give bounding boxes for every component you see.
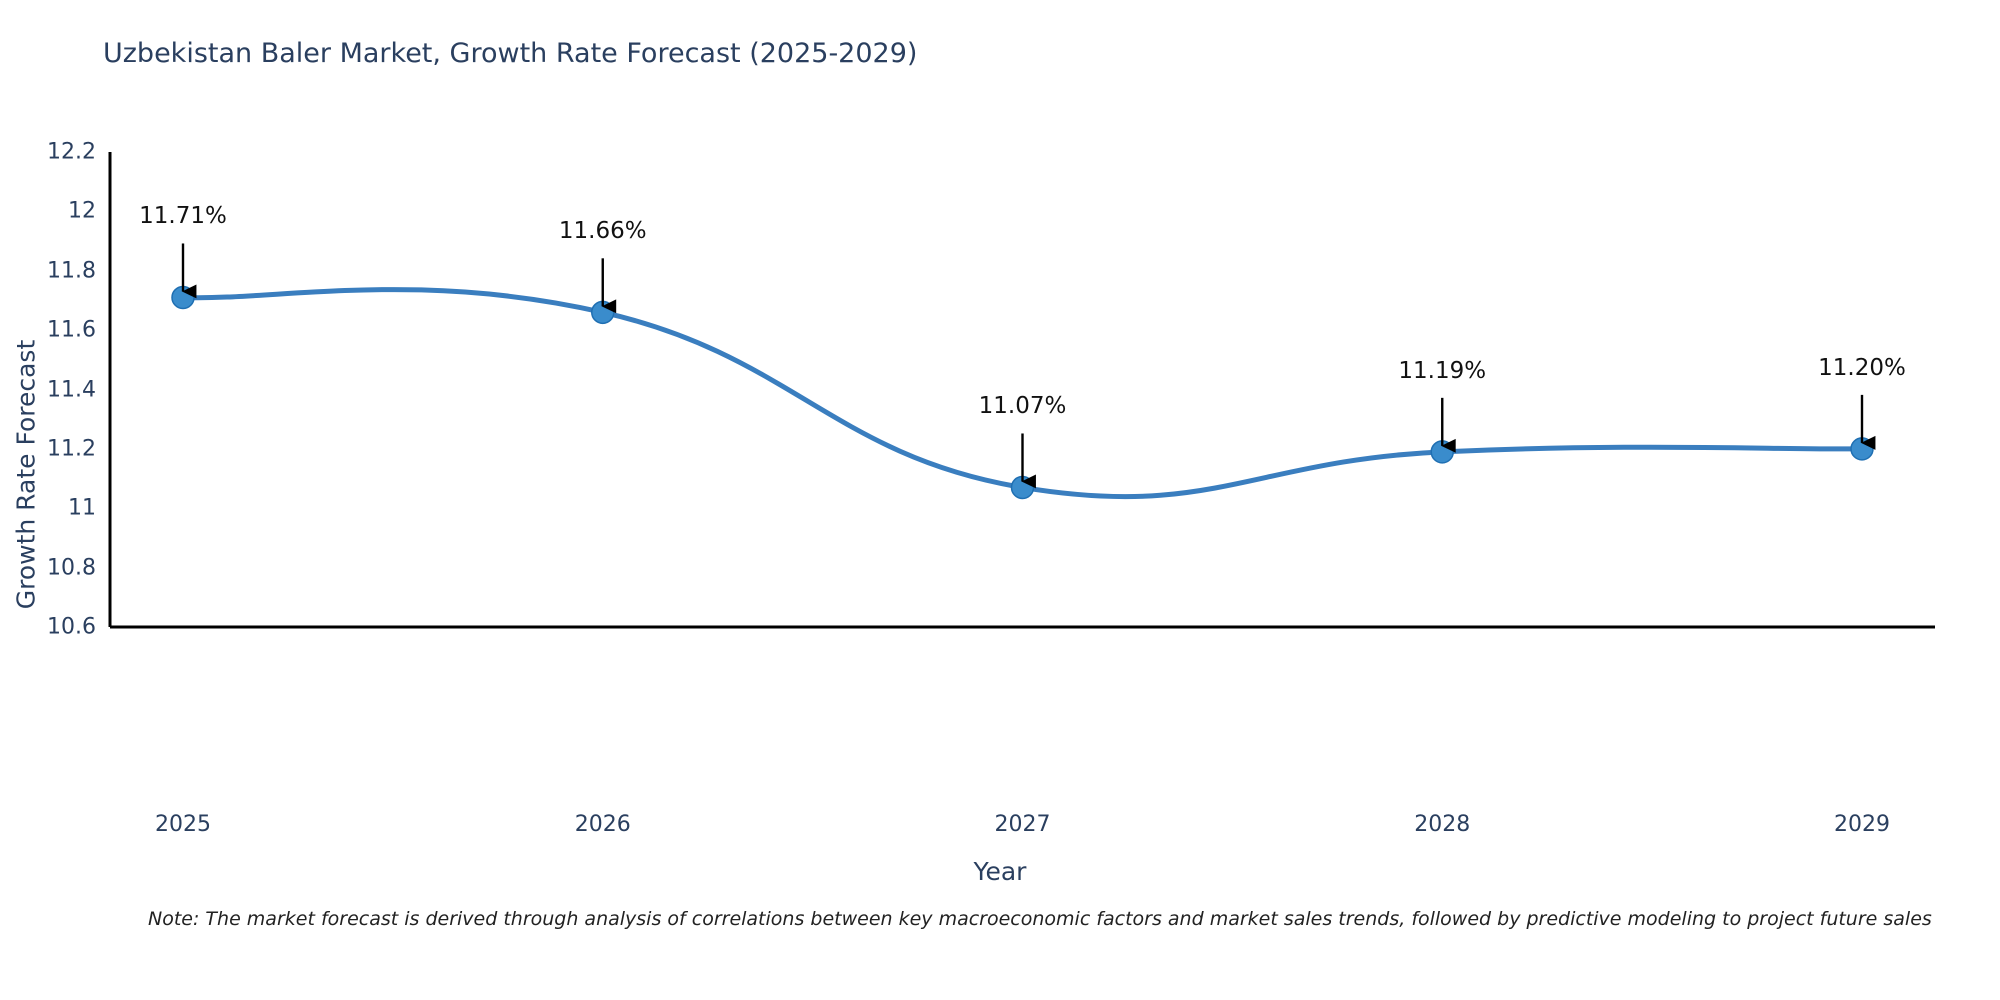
data-point-label: 11.66% bbox=[558, 218, 647, 245]
y-tick-label: 11.6 bbox=[47, 317, 96, 343]
x-tick-label: 2025 bbox=[155, 812, 211, 837]
data-point-label: 11.20% bbox=[1818, 354, 1906, 381]
y-tick-label: 11 bbox=[68, 495, 96, 521]
y-tick-label: 10.6 bbox=[47, 614, 96, 640]
data-point-label: 11.19% bbox=[1398, 357, 1487, 384]
chart-title: Uzbekistan Baler Market, Growth Rate For… bbox=[103, 38, 918, 69]
x-tick-label: 2026 bbox=[574, 812, 631, 837]
data-point-label: 11.71% bbox=[139, 203, 227, 230]
x-tick-label: 2029 bbox=[1834, 812, 1890, 837]
y-tick-label: 11.8 bbox=[47, 258, 96, 284]
chart-note: Note: The market forecast is derived thr… bbox=[148, 908, 1932, 930]
x-tick-label: 2027 bbox=[994, 812, 1051, 837]
x-tick-label: 2028 bbox=[1414, 812, 1471, 837]
y-tick-label: 10.8 bbox=[47, 555, 96, 581]
y-tick-label: 12 bbox=[68, 198, 96, 224]
annotation-arrow-group bbox=[181, 243, 1876, 489]
y-tick-label: 11.2 bbox=[47, 436, 96, 462]
y-axis-title: Growth Rate Forecast bbox=[11, 339, 41, 610]
data-point-label: 11.07% bbox=[978, 393, 1067, 420]
y-tick-label: 12.2 bbox=[47, 139, 96, 165]
x-axis-title: Year bbox=[973, 857, 1027, 886]
y-tick-label: 11.4 bbox=[47, 377, 96, 402]
